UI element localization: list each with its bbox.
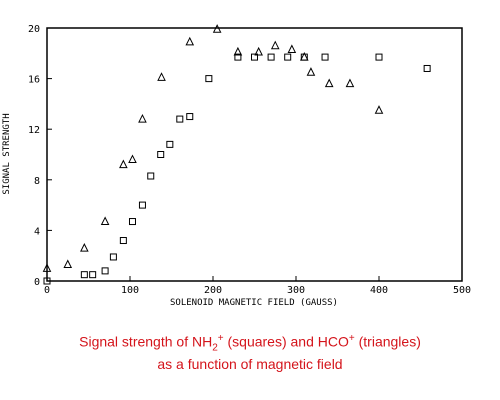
y-tick-label: 16 [28, 75, 40, 86]
caption-text-1: Signal strength of NH [79, 333, 213, 350]
x-axis-ticks: 0 100 200 300 400 500 [44, 276, 471, 296]
caption-superscript-plus-2: + [348, 333, 355, 344]
square-point [43, 277, 51, 285]
triangle-point [287, 44, 297, 54]
square-point [101, 267, 109, 275]
square-point [128, 218, 136, 226]
square-point [166, 140, 174, 148]
x-tick-label: 300 [287, 285, 305, 296]
triangle-point [157, 72, 166, 81]
triangle-point [306, 67, 316, 76]
square-point [138, 201, 146, 209]
square-point [423, 64, 431, 72]
triangle-point [374, 105, 384, 114]
triangle-point [212, 24, 222, 33]
caption-text-2: (squares) and HCO [223, 333, 349, 350]
square-point [375, 53, 383, 61]
y-tick-label: 20 [28, 24, 40, 35]
scatter-chart: 0 100 200 300 400 500 0 4 8 12 16 20 SOLENOID MAGN… [2, 24, 471, 308]
y-tick-label: 12 [28, 125, 40, 136]
x-tick-label: 200 [204, 285, 222, 296]
y-tick-label: 8 [34, 176, 40, 187]
x-tick-label: 0 [44, 285, 50, 296]
square-point [147, 172, 155, 180]
caption-text-3: (triangles) [354, 333, 421, 350]
triangle-point [100, 216, 110, 226]
y-axis-ticks: 0 4 8 12 16 20 [28, 24, 52, 288]
plot-frame [46, 27, 463, 282]
triangle-point [324, 78, 334, 88]
caption-line-2: as a function of magnetic field [157, 356, 343, 373]
caption-subscript-2: 2 [212, 342, 218, 354]
square-point [186, 113, 194, 121]
square-point [251, 53, 258, 61]
square-point [267, 53, 275, 61]
chart-area: 0 100 200 300 400 500 0 4 8 12 16 20 SOLENOID MAGN… [2, 24, 471, 308]
triangle-point [42, 263, 52, 272]
square-point [234, 53, 242, 61]
triangle-point [80, 242, 89, 252]
caption-superscript-plus-1: + [217, 333, 224, 344]
triangle-point [185, 36, 195, 46]
triangle-point [119, 159, 128, 169]
triangle-point [233, 46, 243, 56]
square-point [80, 271, 88, 279]
square-point [157, 151, 165, 158]
triangle-point [270, 40, 280, 50]
triangle-point [254, 46, 263, 56]
figure-caption: Signal strength of NH2+ (squares) and HC… [0, 330, 500, 373]
caption-line-1: Signal strength of NH2+ (squares) and HC… [0, 330, 500, 356]
square-point [321, 53, 329, 61]
triangle-point [138, 113, 147, 123]
square-point [89, 271, 97, 279]
square-point [119, 237, 127, 245]
x-tick-label: 500 [453, 285, 471, 296]
square-point [205, 75, 213, 83]
y-tick-label: 4 [34, 226, 40, 237]
data-points [42, 24, 431, 285]
square-point [176, 115, 184, 123]
x-tick-label: 400 [370, 285, 388, 296]
triangle-point [299, 51, 309, 61]
y-axis-label: SIGNAL STRENGTH [2, 113, 12, 194]
triangle-point [345, 78, 355, 88]
x-axis-label: SOLENOID MAGNETIC FIELD (GAUSS) [170, 298, 338, 308]
triangle-point [128, 154, 137, 164]
x-tick-label: 100 [121, 285, 139, 296]
triangle-point [63, 259, 73, 269]
square-point [284, 53, 292, 61]
square-point [109, 253, 117, 261]
y-tick-label: 0 [34, 277, 40, 288]
